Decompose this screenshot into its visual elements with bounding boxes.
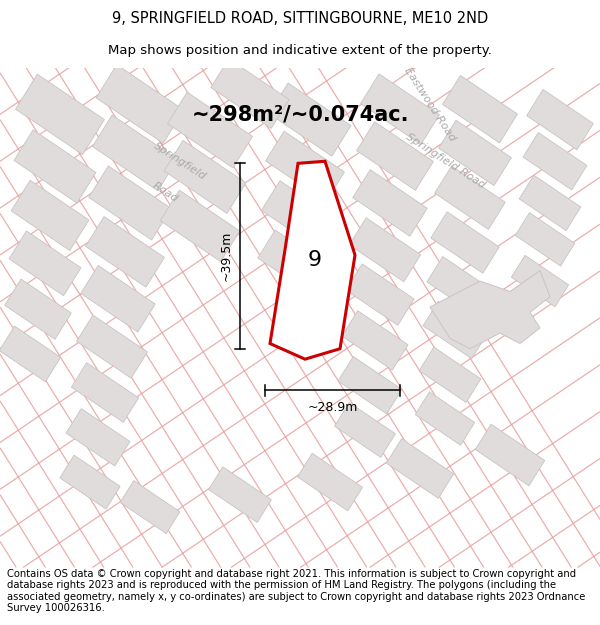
Polygon shape <box>167 92 253 168</box>
Polygon shape <box>335 402 395 458</box>
Polygon shape <box>269 83 351 156</box>
Polygon shape <box>209 467 271 522</box>
Polygon shape <box>66 409 130 466</box>
Text: ~39.5m: ~39.5m <box>220 231 233 281</box>
Polygon shape <box>439 120 511 186</box>
Polygon shape <box>270 161 355 359</box>
Polygon shape <box>5 279 71 339</box>
Polygon shape <box>71 362 139 423</box>
Polygon shape <box>386 439 454 498</box>
Polygon shape <box>442 76 518 143</box>
Polygon shape <box>527 89 593 150</box>
Polygon shape <box>475 424 545 486</box>
Text: Map shows position and indicative extent of the property.: Map shows position and indicative extent… <box>108 44 492 57</box>
Polygon shape <box>430 271 550 349</box>
Polygon shape <box>431 212 499 273</box>
Polygon shape <box>415 392 475 445</box>
Polygon shape <box>353 169 427 236</box>
Polygon shape <box>523 132 587 190</box>
Polygon shape <box>211 59 289 128</box>
Polygon shape <box>164 140 246 214</box>
Polygon shape <box>77 315 148 378</box>
Text: Road: Road <box>151 181 179 204</box>
Text: 9, SPRINGFIELD ROAD, SITTINGBOURNE, ME10 2ND: 9, SPRINGFIELD ROAD, SITTINGBOURNE, ME10… <box>112 11 488 26</box>
Text: Contains OS data © Crown copyright and database right 2021. This information is : Contains OS data © Crown copyright and d… <box>7 569 586 613</box>
Polygon shape <box>423 301 487 359</box>
Polygon shape <box>86 217 164 287</box>
Polygon shape <box>515 213 575 266</box>
Polygon shape <box>16 74 104 154</box>
Polygon shape <box>81 266 155 332</box>
Polygon shape <box>427 257 493 316</box>
Polygon shape <box>258 230 332 297</box>
Polygon shape <box>349 217 421 282</box>
Text: Springfield: Springfield <box>152 141 208 182</box>
Text: 9: 9 <box>308 250 322 270</box>
Polygon shape <box>511 256 569 307</box>
Polygon shape <box>298 453 362 511</box>
Polygon shape <box>346 264 414 325</box>
Polygon shape <box>262 181 338 250</box>
Polygon shape <box>361 74 439 144</box>
Polygon shape <box>14 130 96 203</box>
Polygon shape <box>356 122 433 191</box>
Polygon shape <box>96 64 184 143</box>
Text: ~28.9m: ~28.9m <box>307 401 358 414</box>
Polygon shape <box>92 115 178 191</box>
Text: Eastwood Road: Eastwood Road <box>403 65 458 142</box>
Polygon shape <box>338 356 402 414</box>
Polygon shape <box>11 180 89 251</box>
Polygon shape <box>120 481 180 534</box>
Polygon shape <box>342 311 408 370</box>
Polygon shape <box>9 231 81 296</box>
Polygon shape <box>0 326 61 382</box>
Text: Springfield Road: Springfield Road <box>404 132 487 191</box>
Polygon shape <box>60 455 120 509</box>
Polygon shape <box>435 166 505 229</box>
Polygon shape <box>266 131 344 202</box>
Polygon shape <box>419 347 481 403</box>
Polygon shape <box>89 166 171 240</box>
Text: ~298m²/~0.074ac.: ~298m²/~0.074ac. <box>191 104 409 124</box>
Polygon shape <box>160 190 240 261</box>
Polygon shape <box>519 175 581 231</box>
